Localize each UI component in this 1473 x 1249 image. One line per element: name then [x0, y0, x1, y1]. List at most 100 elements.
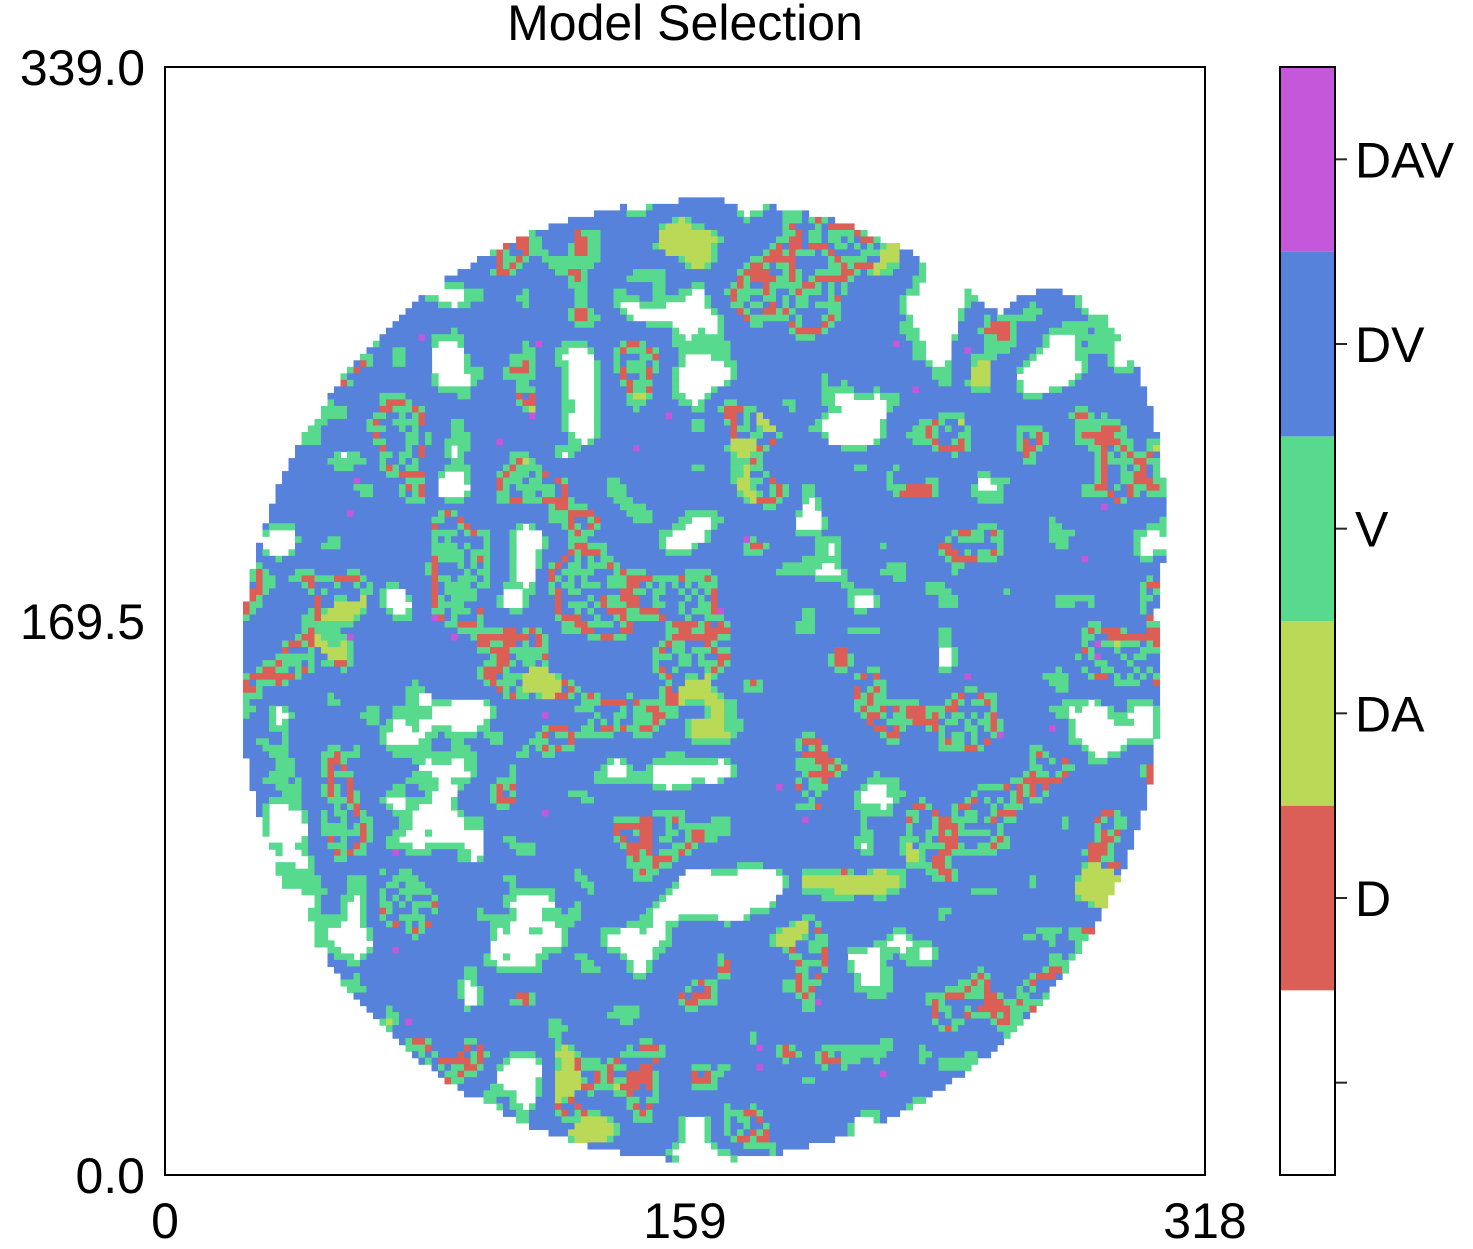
heatmap-cell	[607, 1012, 641, 1020]
heatmap-cell	[776, 438, 829, 446]
heatmap-cell	[984, 334, 998, 342]
heatmap-cell	[665, 692, 680, 700]
heatmap-cell	[945, 581, 1141, 590]
heatmap-cell	[717, 321, 725, 329]
heatmap-cell	[821, 529, 953, 537]
heatmap-cell	[711, 1064, 719, 1072]
heatmap-cell	[756, 679, 764, 687]
heatmap-cell	[620, 588, 634, 596]
heatmap-cell	[925, 829, 940, 837]
heatmap-cell	[626, 920, 654, 928]
heatmap-cell	[1146, 445, 1154, 453]
heatmap-cell	[405, 497, 426, 505]
heatmap-cell	[958, 536, 985, 544]
heatmap-cell	[542, 660, 550, 668]
heatmap-cell	[730, 816, 803, 824]
heatmap-cell	[321, 894, 342, 902]
heatmap-cell	[561, 399, 576, 407]
heatmap-cell	[652, 966, 719, 974]
heatmap-cell	[613, 1129, 621, 1137]
heatmap-cell	[737, 484, 751, 492]
heatmap-cell	[288, 731, 381, 739]
heatmap-cell	[704, 673, 712, 681]
heatmap-cell	[1023, 999, 1044, 1007]
heatmap-cell	[756, 1103, 907, 1111]
heatmap-cell	[386, 907, 394, 915]
heatmap-cell	[685, 601, 699, 609]
heatmap-cell	[789, 288, 797, 296]
heatmap-cell	[685, 588, 693, 596]
heatmap-cell	[646, 1083, 654, 1091]
heatmap-cell	[288, 647, 309, 655]
heatmap-cell	[470, 581, 478, 590]
heatmap-cell	[860, 1057, 875, 1065]
heatmap-cell	[633, 627, 667, 635]
heatmap-cell	[1153, 679, 1161, 687]
heatmap-cell	[789, 1057, 816, 1065]
heatmap-cell	[561, 601, 569, 609]
heatmap-cell	[639, 927, 647, 935]
heatmap-cell	[776, 503, 803, 511]
heatmap-cell	[750, 314, 790, 322]
heatmap-cell	[321, 823, 348, 831]
heatmap-cell	[594, 1090, 615, 1098]
heatmap-cell	[477, 770, 511, 779]
heatmap-cell	[1107, 360, 1115, 368]
heatmap-cell	[678, 999, 686, 1007]
heatmap-cell	[841, 1051, 888, 1059]
heatmap-cell	[561, 1031, 751, 1039]
heatmap-cell	[984, 692, 998, 700]
heatmap-cell	[1140, 555, 1154, 563]
heatmap-cell	[581, 555, 589, 563]
heatmap-cell	[828, 321, 836, 329]
heatmap-cell	[1042, 796, 1148, 805]
heatmap-cell	[464, 523, 472, 531]
heatmap-cell	[314, 920, 342, 928]
heatmap-cell	[464, 418, 563, 427]
heatmap-cell	[594, 601, 602, 609]
heatmap-cell	[704, 418, 725, 427]
heatmap-cell	[782, 249, 790, 257]
heatmap-cell	[899, 262, 920, 270]
heatmap-cell	[470, 634, 478, 642]
heatmap-cell	[1062, 523, 1148, 531]
heatmap-cell	[997, 523, 1050, 531]
heatmap-cell	[958, 568, 1161, 576]
heatmap-cell	[815, 914, 940, 922]
heatmap-cell	[1114, 849, 1128, 857]
heatmap-cell	[243, 705, 257, 713]
heatmap-cell	[522, 679, 563, 687]
heatmap-cell	[704, 1129, 712, 1137]
heatmap-cell	[1023, 803, 1148, 811]
heatmap-cell	[763, 431, 777, 440]
heatmap-cell	[574, 692, 582, 700]
heatmap-cell	[990, 718, 998, 726]
heatmap-cell	[919, 849, 927, 857]
heatmap-cell	[490, 790, 498, 798]
heatmap-cell	[841, 536, 946, 544]
heatmap-cell	[815, 536, 842, 544]
heatmap-cell	[932, 418, 940, 427]
heatmap-cell	[646, 568, 686, 576]
heatmap-cell	[1016, 985, 1024, 994]
heatmap-cell	[548, 1018, 563, 1026]
heatmap-cell	[509, 542, 517, 550]
heatmap-cell	[483, 842, 511, 850]
heatmap-cell	[841, 379, 849, 387]
heatmap-cell	[581, 725, 595, 733]
heatmap-cell	[249, 575, 257, 583]
heatmap-cell	[464, 549, 472, 557]
heatmap-cell	[958, 705, 992, 713]
heatmap-cell	[971, 425, 1018, 433]
heatmap-cell	[464, 288, 485, 296]
heatmap-cell	[360, 907, 368, 915]
heatmap-cell	[1029, 979, 1037, 987]
heatmap-cell	[412, 301, 439, 309]
heatmap-cell	[464, 295, 485, 303]
heatmap-cell	[1042, 966, 1050, 974]
heatmap-cell	[899, 849, 907, 857]
heatmap-cell	[711, 588, 719, 596]
heatmap-cell	[347, 660, 355, 668]
heatmap-cell	[1068, 757, 1089, 765]
heatmap-cell	[828, 216, 836, 225]
